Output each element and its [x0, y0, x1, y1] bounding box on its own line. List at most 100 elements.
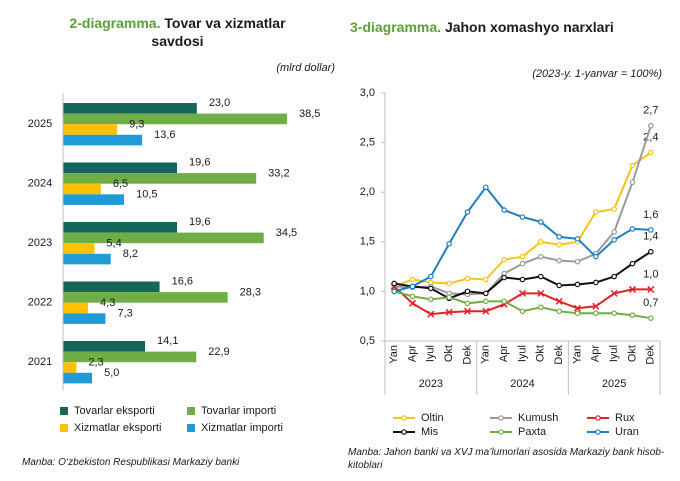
bar — [63, 134, 143, 146]
bar — [63, 113, 287, 125]
y-tick-label: 2022 — [28, 297, 52, 309]
marker — [428, 285, 434, 292]
y-tick-label: 2,5 — [360, 137, 375, 149]
marker — [519, 253, 526, 260]
y-tick-label: 1,0 — [360, 285, 375, 297]
legend-swatch — [401, 429, 407, 435]
marker — [464, 300, 471, 307]
marker — [409, 283, 416, 290]
marker — [518, 289, 527, 297]
marker — [538, 253, 544, 260]
marker — [556, 257, 562, 264]
end-label: 1,0 — [643, 268, 658, 280]
marker — [648, 227, 654, 233]
bar — [63, 162, 178, 174]
bar — [63, 124, 118, 135]
end-label: 2,7 — [643, 105, 658, 117]
y-tick-label: 2023 — [28, 237, 52, 249]
marker — [409, 276, 416, 283]
legend-label: Tovarlar eksporti — [74, 405, 155, 417]
marker — [611, 310, 617, 317]
marker — [463, 307, 472, 315]
marker — [648, 315, 654, 321]
x-tick-label: Okt — [626, 345, 638, 362]
marker — [574, 236, 581, 242]
x-tick-label: Dek — [553, 345, 565, 365]
marker — [593, 279, 599, 286]
value-label: 7,3 — [117, 308, 132, 320]
legend-label: Uran — [615, 426, 639, 438]
y-tick-label: 1,5 — [360, 236, 375, 248]
legend-label: Paxta — [518, 426, 547, 438]
bar — [63, 222, 178, 233]
marker — [611, 229, 617, 235]
marker — [519, 276, 526, 283]
bar — [63, 351, 197, 363]
bar — [63, 313, 106, 324]
bar — [63, 341, 146, 352]
marker — [538, 304, 544, 311]
x-tick-label: Yan — [571, 345, 583, 364]
marker — [446, 280, 452, 287]
marker — [391, 288, 397, 295]
value-label: 38,5 — [299, 108, 320, 120]
y-tick-label: 0,5 — [360, 335, 375, 347]
title-label: 3-diagramma. — [350, 19, 442, 35]
value-label: 14,1 — [157, 335, 178, 347]
value-label: 6,5 — [113, 178, 128, 190]
bar — [63, 281, 160, 293]
title-label: 2-diagramma. — [69, 15, 161, 31]
value-label: 34,5 — [276, 227, 297, 239]
subtitle: (mlrd dollar) — [276, 62, 335, 74]
x-tick-label: Dek — [645, 345, 657, 365]
y-tick-label: 2025 — [28, 118, 52, 130]
marker — [611, 206, 617, 212]
bar — [63, 302, 89, 314]
marker — [483, 298, 489, 305]
group-label: 2025 — [602, 378, 626, 390]
y-tick-label: 2021 — [28, 356, 52, 368]
value-label: 5,0 — [104, 367, 119, 379]
marker — [629, 260, 636, 267]
marker — [391, 280, 397, 287]
marker — [648, 248, 654, 255]
marker — [428, 273, 434, 280]
chart-title: 3-diagramma. Jahon xomashyo narxlari — [350, 18, 670, 36]
bar — [63, 173, 257, 184]
value-label: 22,9 — [208, 346, 229, 358]
bar — [63, 232, 264, 244]
x-tick-label: Iyul — [425, 345, 437, 362]
legend-swatch — [595, 429, 601, 435]
value-label: 19,6 — [189, 157, 210, 169]
legend-label: Tovarlar importi — [201, 405, 276, 417]
value-label: 28,3 — [240, 286, 261, 298]
marker — [538, 219, 544, 225]
marker — [538, 273, 544, 280]
marker — [574, 310, 581, 317]
marker — [592, 302, 600, 310]
marker — [629, 162, 636, 169]
x-tick-label: Iyul — [608, 345, 620, 362]
marker — [611, 237, 617, 243]
marker — [629, 179, 636, 186]
value-label: 19,6 — [189, 216, 210, 228]
end-label: 1,6 — [643, 209, 658, 221]
marker — [501, 298, 507, 305]
x-tick-label: Iyul — [516, 345, 528, 362]
legend-label: Xizmatlar importi — [201, 422, 283, 434]
x-tick-label: Okt — [535, 345, 547, 362]
bar — [63, 103, 197, 114]
legend-label: Oltin — [421, 412, 444, 424]
marker — [556, 308, 562, 315]
marker — [408, 299, 417, 307]
marker — [611, 273, 617, 280]
marker — [556, 241, 562, 248]
x-tick-label: Dek — [461, 345, 473, 365]
marker — [464, 288, 471, 295]
marker — [501, 274, 507, 281]
legend-label: Xizmatlar eksporti — [74, 422, 161, 434]
marker — [519, 214, 526, 220]
end-label: 0,7 — [643, 297, 658, 309]
marker — [519, 308, 526, 315]
